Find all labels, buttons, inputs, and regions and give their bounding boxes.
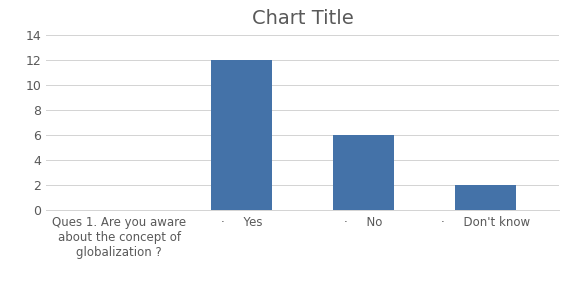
Bar bbox=[455, 185, 516, 210]
Title: Chart Title: Chart Title bbox=[252, 9, 353, 28]
Bar bbox=[333, 135, 394, 210]
Bar bbox=[211, 60, 272, 210]
